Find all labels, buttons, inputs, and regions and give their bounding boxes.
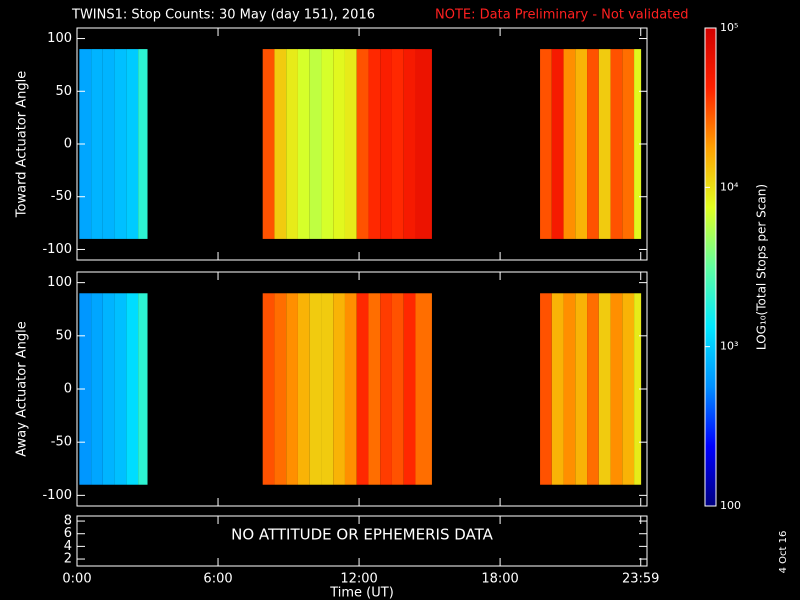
heatmap-cell <box>551 49 564 239</box>
heatmap-cell <box>138 49 148 239</box>
y-tick-label: 2 <box>64 552 72 567</box>
heatmap-cell <box>344 49 357 239</box>
y-tick-label: -100 <box>42 242 72 257</box>
x-tick-label: 23:59 <box>622 572 659 587</box>
heatmap-cell <box>368 49 381 239</box>
y-tick-label: 8 <box>64 514 72 529</box>
heatmap-cell <box>403 49 416 239</box>
heatmap-cell <box>598 293 611 485</box>
colorbar-label: LOG₁₀(Total Stops per Scan) <box>755 184 769 350</box>
y-tick-label: 0 <box>64 382 72 397</box>
y-axis-label: Toward Actuator Angle <box>15 71 30 218</box>
heatmap-cell <box>587 49 599 239</box>
y-tick-label: 50 <box>55 84 72 99</box>
heatmap-cell <box>610 49 623 239</box>
heatmap-cell <box>356 293 369 485</box>
heatmap-cell <box>79 293 92 485</box>
plot-frame <box>76 515 648 567</box>
heatmap-cell <box>380 49 392 239</box>
heatmap-cell <box>634 293 642 485</box>
chart-title: TWINS1: Stop Counts: 30 May (day 151), 2… <box>71 8 375 23</box>
colorbar-tick-label: 100 <box>720 499 741 512</box>
heatmap-cell <box>634 49 642 239</box>
y-tick-label: 6 <box>64 526 72 541</box>
heatmap-cell <box>380 293 392 485</box>
x-tick-label: 0:00 <box>62 572 91 587</box>
note: NOTE: Data Preliminary - Not validated <box>435 8 689 23</box>
heatmap-cell <box>286 49 298 239</box>
heatmap-cell <box>575 293 588 485</box>
y-axis-label: Away Actuator Angle <box>15 321 30 456</box>
heatmap-cell <box>102 293 115 485</box>
heatmap-cell <box>622 49 635 239</box>
y-tick-label: 4 <box>64 539 72 554</box>
heatmap-cell <box>356 49 369 239</box>
y-tick-label: 100 <box>47 275 72 290</box>
heatmap-cell <box>368 293 381 485</box>
heatmap-cell <box>91 293 103 485</box>
heatmap-cell <box>321 49 334 239</box>
heatmap-cell <box>563 49 576 239</box>
y-tick-label: 100 <box>47 31 72 46</box>
x-tick-label: 18:00 <box>481 572 518 587</box>
colorbar-tick-label: 10⁴ <box>720 180 739 193</box>
heatmap-cell <box>126 293 139 485</box>
y-tick-label: 0 <box>64 137 72 152</box>
heatmap-cell <box>540 293 552 485</box>
heatmap-cell <box>415 49 432 239</box>
x-tick-label: 6:00 <box>203 572 232 587</box>
heatmap-cell <box>415 293 432 485</box>
heatmap-cell <box>344 293 357 485</box>
y-tick-label: 50 <box>55 328 72 343</box>
heatmap-cell <box>114 293 127 485</box>
date-stamp: 4 Oct 16 <box>778 531 789 574</box>
heatmap-cell <box>297 49 310 239</box>
heatmap-cell <box>622 293 635 485</box>
heatmap-cell <box>333 49 345 239</box>
heatmap-cell <box>575 49 588 239</box>
x-axis-label: Time (UT) <box>329 586 394 600</box>
colorbar <box>704 27 717 507</box>
heatmap-cell <box>126 49 139 239</box>
heatmap-cell <box>391 293 404 485</box>
heatmap-cell <box>610 293 623 485</box>
heatmap-cell <box>114 49 127 239</box>
heatmap-cell <box>102 49 115 239</box>
heatmap-cell <box>91 49 103 239</box>
heatmap-cell <box>309 49 322 239</box>
heatmap-cell <box>333 293 345 485</box>
heatmap-cell <box>309 293 322 485</box>
colorbar-tick-label: 10³ <box>720 340 738 353</box>
heatmap-cell <box>587 293 599 485</box>
heatmap-cell <box>262 293 275 485</box>
heatmap-cell <box>563 293 576 485</box>
heatmap-cell <box>274 49 287 239</box>
heatmap-cell <box>138 293 148 485</box>
y-tick-label: -50 <box>51 189 72 204</box>
heatmap-cell <box>274 293 287 485</box>
heatmap-cell <box>79 49 92 239</box>
colorbar-tick-label: 10⁵ <box>720 21 738 34</box>
heatmap-cell <box>598 49 611 239</box>
heatmap-cell <box>321 293 334 485</box>
annotation: NO ATTITUDE OR EPHEMERIS DATA <box>231 526 494 544</box>
heatmap-cell <box>297 293 310 485</box>
y-tick-label: -100 <box>42 488 72 503</box>
heatmap-cell <box>262 49 275 239</box>
heatmap-cell <box>286 293 298 485</box>
x-tick-label: 12:00 <box>340 572 377 587</box>
heatmap-cell <box>551 293 564 485</box>
y-tick-label: -50 <box>51 435 72 450</box>
heatmap-cell <box>391 49 404 239</box>
heatmap-cell <box>540 49 552 239</box>
heatmap-cell <box>403 293 416 485</box>
